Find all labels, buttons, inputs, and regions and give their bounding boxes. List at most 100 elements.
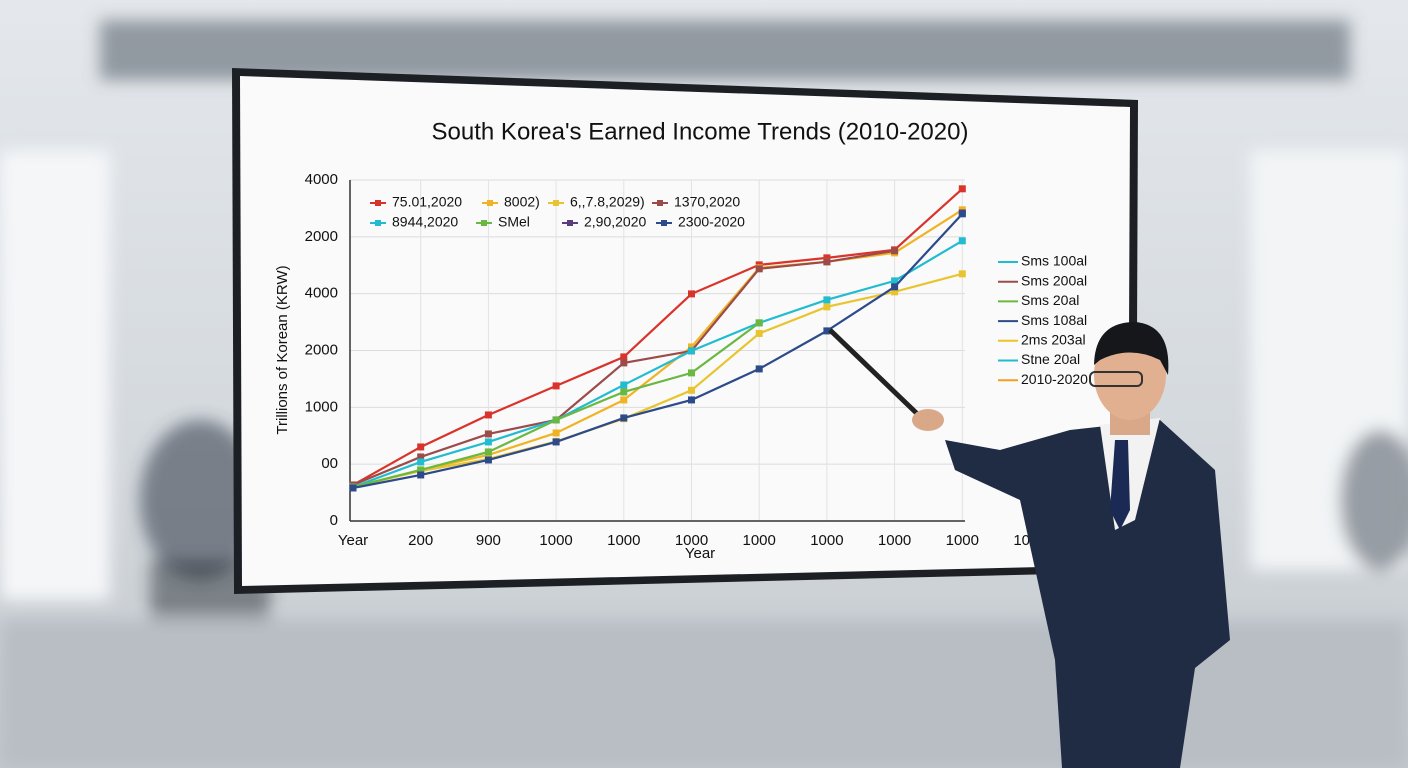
x-axis-title: Year: [685, 545, 715, 562]
x-tick-label: Year: [338, 532, 368, 549]
legend-marker: [553, 200, 559, 206]
data-point: [552, 382, 560, 390]
side-legend-label: Sms 108al: [1021, 312, 1087, 328]
pointer: [828, 328, 934, 430]
data-point: [958, 237, 966, 245]
legend-marker: [375, 220, 381, 226]
data-point: [891, 283, 899, 291]
side-legend-label: Sms 200al: [1021, 272, 1087, 288]
y-tick-label: 4000: [305, 285, 338, 302]
data-point: [823, 254, 831, 262]
data-point: [620, 388, 628, 396]
data-point: [620, 396, 628, 404]
legend-label: 2,90,2020: [584, 214, 646, 230]
data-point: [417, 466, 425, 474]
data-point: [891, 288, 899, 296]
data-point: [755, 265, 763, 273]
side-legend-label: 2010-2020: [1021, 371, 1088, 387]
legend-marker: [661, 220, 667, 226]
hand: [912, 409, 944, 431]
window: [0, 150, 110, 600]
glasses: [1089, 371, 1143, 387]
data-point: [823, 303, 831, 311]
data-point: [688, 386, 695, 394]
y-axis-title: Trillions of Korean (KRW): [274, 265, 291, 434]
side-legend-label: Sms 20al: [1021, 292, 1079, 308]
x-tick-label: 1000: [878, 532, 911, 549]
legend-label: SMel: [498, 214, 530, 230]
data-point: [688, 347, 695, 355]
y-tick-label: 0: [330, 512, 338, 529]
ceiling-beam: [100, 20, 1350, 80]
data-point: [620, 414, 628, 422]
series-line: [352, 272, 963, 489]
data-point: [620, 381, 628, 389]
data-point: [484, 438, 492, 446]
x-tick-label: 1000: [743, 532, 776, 549]
series-line: [352, 187, 964, 486]
suit: [945, 420, 1230, 768]
y-tick-label: 4000: [305, 171, 338, 188]
data-point: [484, 411, 492, 419]
legend-marker: [567, 220, 573, 226]
data-point: [958, 210, 966, 218]
data-point: [755, 365, 763, 373]
data-point: [755, 329, 763, 337]
chart: South Korea's Earned Income Trends (2010…: [274, 118, 1088, 562]
y-tick-label: 1000: [305, 398, 338, 415]
data-point: [620, 353, 628, 361]
legend-marker: [657, 200, 663, 206]
blurred-person: [1340, 430, 1408, 570]
x-tick-label: 1000: [810, 532, 843, 549]
x-tick-label: 1000: [946, 532, 979, 549]
side-legend-label: Stne 20al: [1021, 351, 1080, 367]
y-tick-label: 2000: [305, 341, 338, 358]
data-point: [823, 258, 831, 266]
presenter: [828, 322, 1230, 768]
data-point: [891, 247, 899, 255]
data-point: [688, 396, 695, 404]
series-line: [352, 213, 964, 490]
legend-label: 2300-2020: [678, 214, 745, 230]
data-point: [620, 359, 628, 367]
data-point: [958, 270, 966, 278]
chart-title: South Korea's Earned Income Trends (2010…: [432, 118, 969, 145]
data-point: [823, 327, 831, 335]
x-tick-label: 900: [476, 532, 501, 549]
data-point: [552, 438, 560, 446]
data-point: [755, 319, 763, 327]
legend-marker: [375, 200, 381, 206]
y-tick-label: 2000: [305, 228, 338, 245]
legend-marker: [481, 220, 487, 226]
tie: [1110, 440, 1130, 530]
side-legend-label: Sms 100al: [1021, 253, 1087, 269]
data-point: [552, 416, 560, 424]
data-point: [958, 185, 966, 193]
data-point: [688, 369, 695, 377]
data-point: [823, 296, 831, 304]
legend-label: 6,,7.8,2029): [570, 194, 645, 210]
x-tick-label: 1000: [675, 532, 708, 549]
data-point: [349, 484, 357, 492]
legend-label: 8002): [504, 194, 540, 210]
legend-marker: [487, 200, 493, 206]
data-point: [891, 277, 899, 285]
screen: [240, 76, 1130, 586]
legend-label: 75.01,2020: [392, 194, 462, 210]
data-point: [417, 453, 425, 461]
x-tick-label: 200: [408, 532, 433, 549]
legend-label: 1370,2020: [674, 194, 740, 210]
data-point: [417, 471, 425, 479]
x-tick-label: 1000: [539, 532, 572, 549]
blurred-person: [140, 420, 260, 580]
data-point: [484, 448, 492, 456]
hair: [1094, 322, 1169, 375]
data-point: [417, 443, 425, 451]
data-point: [484, 430, 492, 438]
x-tick-label: 1000: [607, 532, 640, 549]
legend-label: 8944,2020: [392, 214, 458, 230]
data-point: [484, 456, 492, 464]
data-point: [688, 343, 695, 351]
